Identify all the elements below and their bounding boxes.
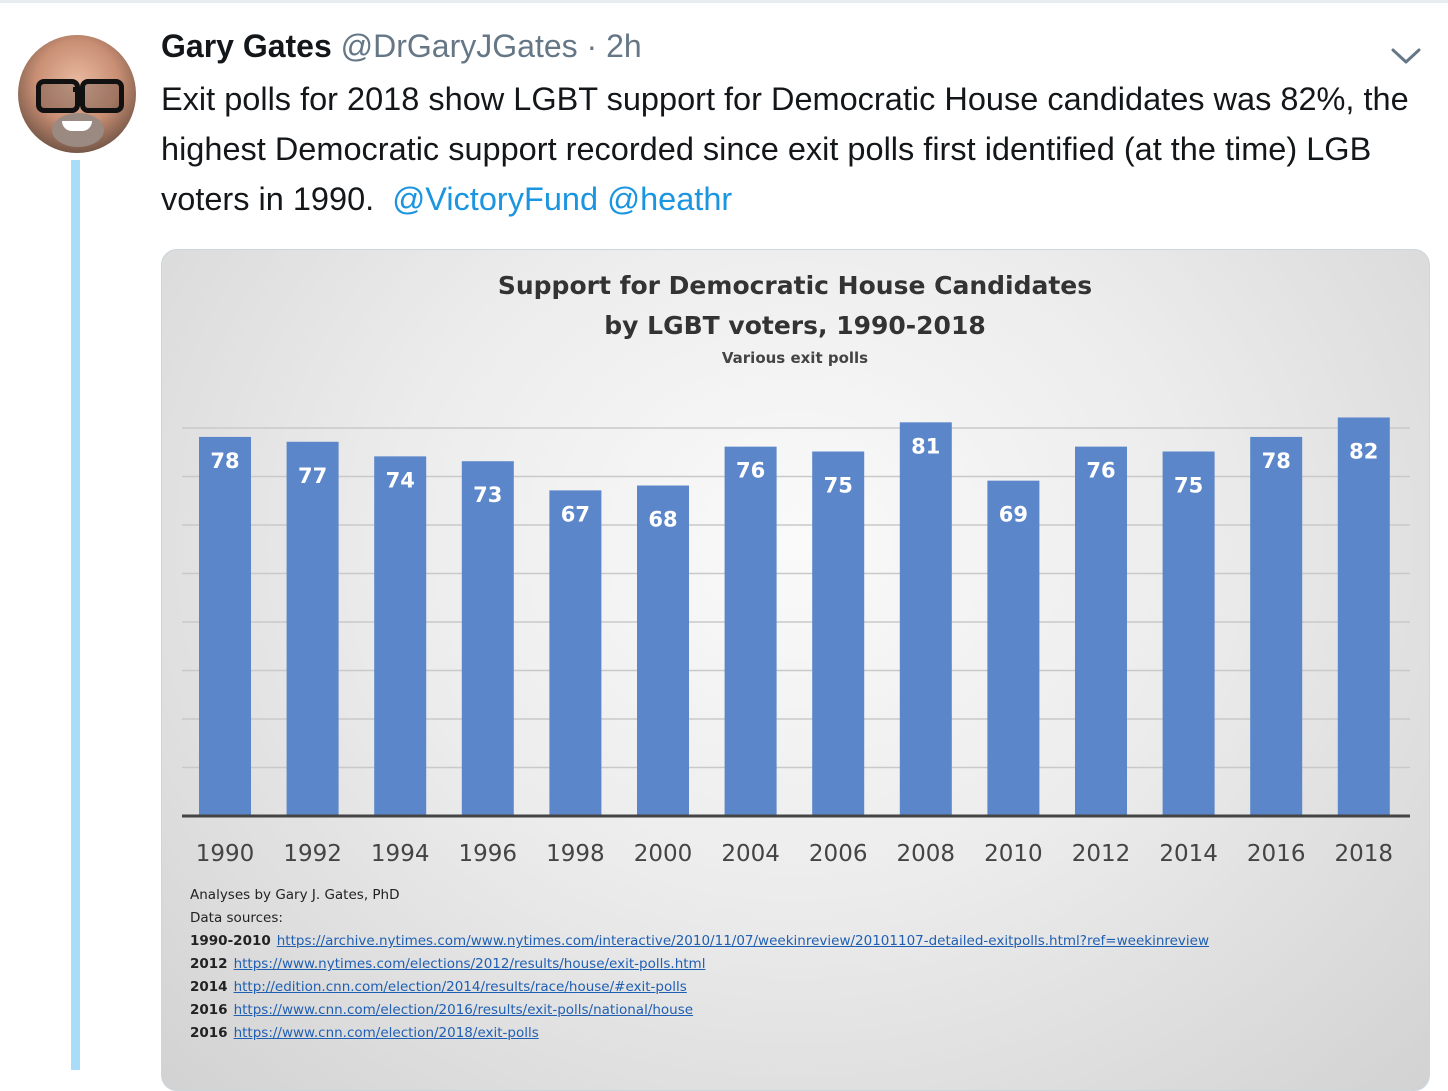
bar [549,490,602,816]
x-tick-labels: 1990 1992 1994 1996 1998 2000 2004 2006 2008 2010… [196,841,1393,867]
source-link[interactable]: https://www.cnn.com/election/2018/exit-p… [233,1025,539,1041]
x-tick-label: 2014 [1159,841,1218,867]
bar [1337,417,1390,816]
x-tick-label: 1998 [546,841,605,867]
source-link[interactable]: http://edition.cnn.com/election/2014/res… [233,979,687,995]
chevron-down-icon[interactable] [1388,44,1424,68]
source-years: 1990-2010 [190,933,271,949]
bar [724,446,777,816]
sources-label: Data sources: [190,910,283,926]
bar [286,441,339,816]
mention-victoryfund[interactable]: @VictoryFund [392,181,599,217]
bar-value-label: 78 [1262,449,1291,473]
tweet-body: Exit polls for 2018 show LGBT support fo… [161,81,1409,217]
source-row: 1990-2010 https://archive.nytimes.com/www… [190,930,1209,953]
source-row: 2012 https://www.nytimes.com/elections/20… [190,953,1209,976]
thread-line [71,160,80,1070]
bar-value-label: 76 [1086,459,1115,483]
tweet-header: Gary Gates @DrGaryJGates · 2h [161,26,642,66]
bar-value-label: 73 [473,483,502,507]
chart-notes: Analyses by Gary J. Gates, PhD Data sour… [190,884,1209,1045]
x-tick-label: 2006 [809,841,868,867]
x-tick-label: 1992 [283,841,342,867]
display-name[interactable]: Gary Gates [161,28,332,64]
bar-value-label: 82 [1349,439,1378,463]
bar [1075,446,1127,816]
bar [987,480,1040,816]
source-row: 2016 https://www.cnn.com/election/2018/ex… [190,1022,1209,1045]
bar-value-label: 75 [824,474,853,498]
bar [461,461,514,816]
bar [1162,451,1215,816]
source-years: 2012 [190,956,228,972]
x-tick-label: 1996 [459,841,518,867]
top-divider [0,0,1448,3]
bar-value-label: 75 [1174,474,1203,498]
bar-value-label: 69 [999,503,1028,527]
x-tick-label: 2018 [1335,841,1394,867]
x-tick-label: 2010 [984,841,1043,867]
source-years: 2016 [190,1025,228,1041]
bar [199,436,251,816]
source-years: 2014 [190,979,228,995]
timestamp[interactable]: 2h [606,28,642,64]
mention-heathr[interactable]: @heathr [607,181,733,217]
bars: 78 77 74 73 67 68 76 75 81 69 76 75 78 82 [199,417,1390,816]
x-tick-label: 2012 [1072,841,1131,867]
bar-value-label: 78 [210,449,239,473]
source-years: 2016 [190,1002,228,1018]
glasses-left [36,79,80,113]
bar [1250,436,1303,816]
source-row: 2014 http://edition.cnn.com/election/2014… [190,976,1209,999]
x-tick-label: 2004 [721,841,780,867]
bar-value-label: 67 [561,502,590,526]
bar [374,456,427,816]
bar-value-label: 76 [736,459,765,483]
chart-subtitle: Various exit polls [722,349,868,367]
chart-title-line1: Support for Democratic House Candidates [498,271,1092,300]
source-row: 2016 https://www.cnn.com/election/2016/re… [190,999,1209,1022]
chart-title-line2: by LGBT voters, 1990-2018 [604,311,985,340]
x-tick-label: 1994 [371,841,430,867]
bar [637,485,689,816]
smile [62,121,92,131]
x-tick-label: 2008 [897,841,956,867]
source-link[interactable]: https://www.nytimes.com/elections/2012/r… [233,956,706,972]
x-tick-label: 2000 [634,841,693,867]
avatar[interactable] [18,35,136,153]
x-tick-label: 1990 [196,841,255,867]
source-link[interactable]: https://archive.nytimes.com/www.nytimes.… [276,933,1210,949]
credit-line: Analyses by Gary J. Gates, PhD [190,887,400,903]
bar [812,451,865,816]
bar-chart: Support for Democratic House Candidates … [182,271,1410,867]
glasses-bridge [73,87,83,92]
tweet-text: Exit polls for 2018 show LGBT support fo… [161,74,1431,224]
gridlines [182,427,1410,769]
bar [899,422,952,816]
glasses-right [80,79,124,113]
bar-value-label: 68 [648,508,677,532]
tweet-media-image[interactable]: Support for Democratic House Candidates … [161,249,1430,1091]
user-handle[interactable]: @DrGaryJGates [340,28,578,64]
bar-value-label: 74 [386,468,415,492]
x-tick-label: 2016 [1247,841,1306,867]
bar-value-label: 77 [298,464,327,488]
bar-value-label: 81 [911,434,940,458]
separator-dot: · [586,28,598,64]
source-link[interactable]: https://www.cnn.com/election/2016/result… [233,1002,694,1018]
